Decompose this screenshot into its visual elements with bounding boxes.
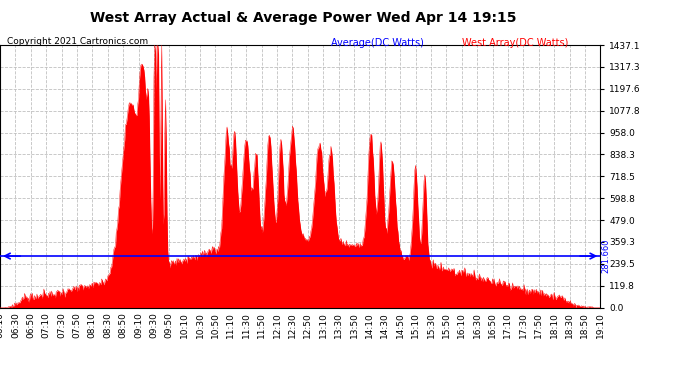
Text: Average(DC Watts): Average(DC Watts) [331,38,424,48]
Text: 281.660: 281.660 [602,239,611,273]
Text: Copyright 2021 Cartronics.com: Copyright 2021 Cartronics.com [7,38,148,46]
Text: West Array(DC Watts): West Array(DC Watts) [462,38,569,48]
Text: West Array Actual & Average Power Wed Apr 14 19:15: West Array Actual & Average Power Wed Ap… [90,11,517,25]
